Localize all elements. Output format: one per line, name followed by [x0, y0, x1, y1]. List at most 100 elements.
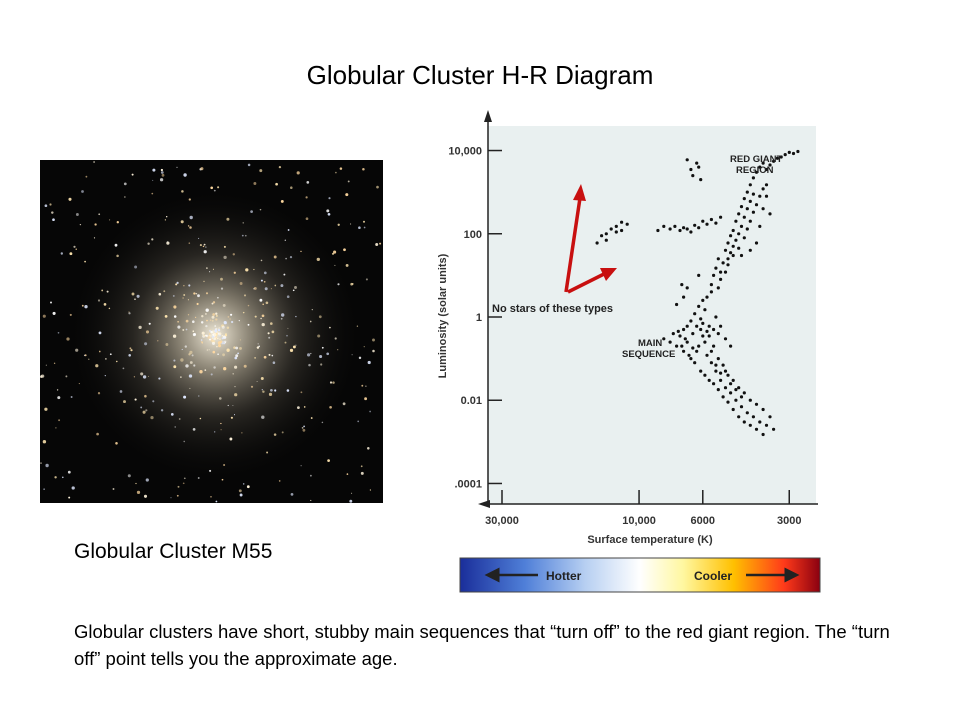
cluster-photo — [40, 160, 383, 503]
star-point — [620, 228, 624, 233]
star-point — [739, 205, 744, 209]
star-point — [719, 324, 723, 328]
x-axis-arrowhead — [478, 500, 490, 508]
star-point — [731, 244, 735, 248]
star-point — [693, 361, 697, 365]
star-point — [682, 349, 686, 353]
star-point — [693, 223, 697, 227]
star-point — [721, 395, 725, 399]
star-point — [697, 273, 701, 277]
star-point — [662, 337, 666, 341]
star-point — [705, 329, 709, 333]
star-point — [701, 321, 705, 325]
star-point — [678, 334, 682, 338]
red-arrow-up — [564, 197, 582, 293]
star-point — [754, 241, 759, 245]
star-point — [734, 388, 738, 392]
star-point — [726, 373, 730, 377]
star-point — [726, 257, 730, 261]
star-point — [656, 228, 660, 233]
red-arrow-right — [567, 272, 605, 294]
star-point — [734, 238, 738, 242]
star-point — [761, 432, 765, 437]
star-point — [754, 203, 759, 207]
y-tick-label: 10,000 — [448, 146, 482, 158]
star-point — [685, 324, 689, 328]
y-axis-label: Luminosity (solar units) — [437, 253, 449, 378]
star-point — [742, 391, 746, 395]
star-point — [595, 241, 599, 245]
star-point — [691, 174, 695, 178]
star-point — [748, 183, 752, 187]
main-sequence-label-line1: MAIN — [638, 338, 662, 349]
star-point — [712, 327, 716, 332]
star-point — [620, 220, 624, 224]
star-point — [751, 210, 755, 214]
star-point — [768, 212, 772, 216]
star-point — [748, 199, 752, 203]
star-point — [764, 194, 769, 198]
y-tick-label: .0001 — [454, 478, 482, 490]
star-point — [714, 363, 718, 367]
star-point — [723, 369, 728, 373]
star-point — [662, 224, 666, 228]
star-point — [751, 192, 755, 196]
star-point — [723, 386, 728, 390]
star-point — [716, 257, 720, 261]
star-point — [787, 150, 791, 154]
star-point — [761, 161, 765, 165]
star-point — [709, 283, 713, 287]
star-point — [758, 194, 762, 198]
star-point — [680, 344, 684, 348]
star-point — [614, 224, 618, 228]
star-point — [761, 187, 765, 191]
star-point — [705, 353, 709, 357]
main-sequence-label-line2: SEQUENCE — [622, 349, 675, 360]
star-point — [668, 227, 672, 231]
star-point — [719, 215, 723, 219]
star-point — [748, 248, 752, 252]
star-point — [729, 391, 733, 395]
star-point — [748, 398, 752, 402]
photo-caption: Globular Cluster M55 — [74, 540, 273, 563]
star-point — [723, 337, 728, 341]
star-point — [761, 207, 765, 211]
star-point — [737, 246, 741, 250]
star-point — [714, 369, 718, 373]
star-point — [695, 324, 699, 328]
star-point — [768, 415, 772, 419]
star-point — [707, 378, 711, 382]
star-point — [745, 190, 749, 194]
star-point — [734, 219, 738, 223]
star-point — [719, 270, 723, 274]
no-stars-annotation: No stars of these types — [492, 303, 613, 315]
star-point — [709, 217, 713, 222]
star-point — [714, 266, 718, 270]
x-axis-label: Surface temperature (K) — [587, 534, 713, 546]
star-point — [779, 155, 783, 159]
star-point — [703, 340, 707, 344]
red-giant-label-line2: REGION — [736, 165, 774, 176]
star-point — [754, 170, 759, 174]
star-point — [705, 295, 709, 299]
star-point — [739, 395, 744, 399]
star-point — [742, 236, 746, 240]
body-text: Globular clusters have short, stubby mai… — [74, 621, 890, 669]
star-point — [701, 219, 705, 223]
star-point — [737, 415, 741, 419]
star-point — [687, 353, 691, 357]
star-point — [734, 398, 738, 402]
hr-diagram: 10,000 100 1 0.01 .0001 30,000 10,000 6000 3000… — [437, 110, 821, 593]
star-point — [729, 382, 733, 386]
star-point — [699, 369, 703, 373]
star-point — [675, 344, 679, 348]
red-arrow-up-head — [573, 184, 586, 201]
star-point — [699, 178, 703, 182]
star-point — [604, 238, 608, 242]
star-point — [714, 221, 718, 225]
star-point — [695, 161, 699, 165]
star-point — [737, 232, 741, 236]
star-point — [772, 159, 776, 163]
star-point — [693, 312, 697, 316]
star-point — [721, 363, 725, 367]
